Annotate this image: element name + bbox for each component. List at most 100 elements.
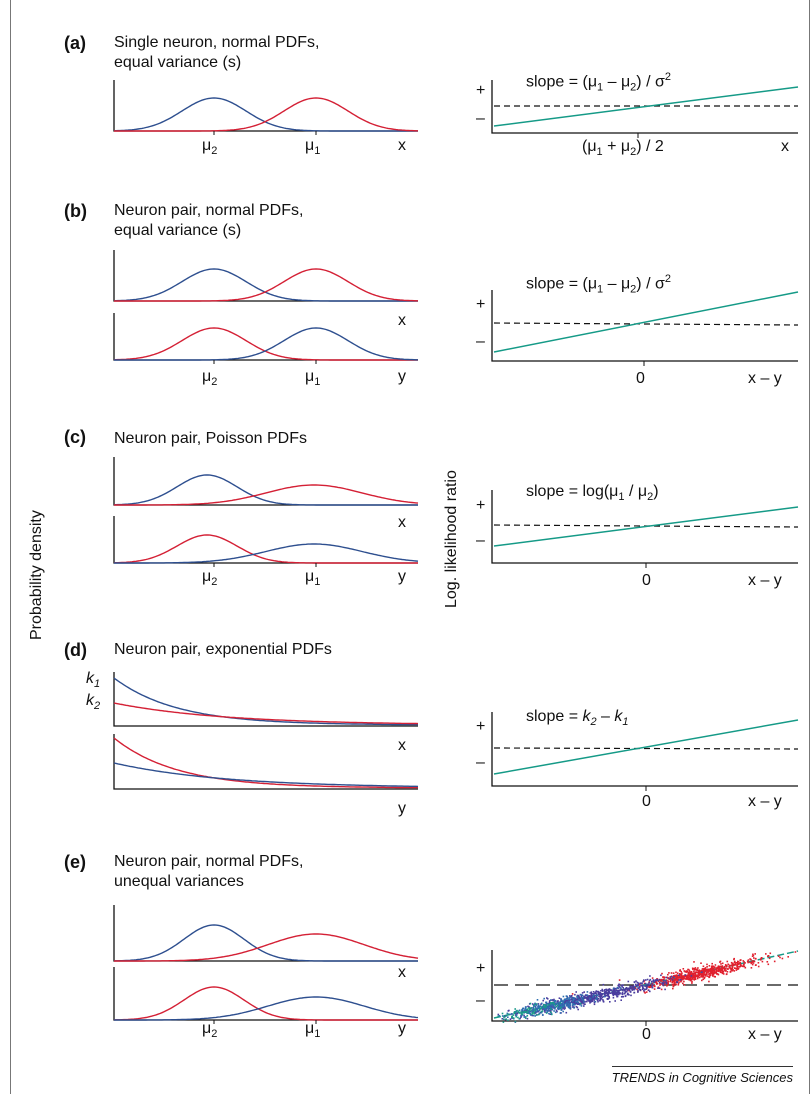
scatter-point (573, 997, 575, 999)
scatter-point (671, 981, 673, 984)
scatter-point (560, 1008, 563, 1010)
scatter-point (515, 1015, 517, 1018)
scatter-point (566, 1001, 568, 1003)
scatter-point (624, 987, 627, 990)
scatter-point (721, 971, 723, 973)
scatter-point (633, 981, 636, 984)
scatter-point (713, 969, 716, 971)
scatter-point (724, 970, 727, 972)
scatter-point (572, 999, 574, 1002)
scatter-point (757, 962, 760, 964)
scatter-point (662, 984, 665, 987)
scatter-point (646, 983, 649, 986)
scatter-point (750, 958, 752, 961)
scatter-point (691, 973, 693, 975)
scatter-point (509, 1013, 511, 1016)
scatter-point (678, 981, 680, 983)
scatter-point (691, 967, 694, 970)
scatter-point (708, 975, 710, 978)
scatter-point (608, 997, 611, 999)
scatter-point (634, 983, 637, 986)
scatter-point (603, 989, 606, 992)
scatter-point (546, 1007, 549, 1009)
scatter-point (754, 957, 757, 960)
scatter-point (732, 962, 734, 965)
scatter-point (617, 987, 620, 989)
scatter-point (543, 1004, 546, 1006)
scatter-point (676, 972, 679, 974)
scatter-point (591, 995, 593, 997)
scatter-point (613, 988, 616, 991)
scatter-point (537, 1004, 540, 1007)
scatter-point (689, 975, 691, 977)
scatter-point (583, 997, 586, 999)
scatter-point (694, 978, 697, 980)
scatter-point (534, 1012, 537, 1014)
scatter-point (550, 1008, 552, 1010)
scatter-point (639, 982, 642, 984)
scatter-point (520, 1013, 523, 1015)
scatter-point (576, 994, 579, 997)
scatter-point (601, 993, 603, 995)
scatter-point (679, 976, 682, 979)
scatter-point (721, 968, 724, 971)
scatter-point (555, 1005, 557, 1008)
scatter-point (543, 997, 545, 1000)
scatter-point (755, 964, 757, 966)
scatter-point (546, 1003, 549, 1005)
scatter-point (613, 990, 615, 992)
scatter-point (676, 978, 678, 980)
scatter-point (677, 982, 680, 985)
scatter-point (689, 973, 692, 975)
journal-credit: TRENDS in Cognitive Sciences (611, 1066, 793, 1085)
scatter-point (708, 980, 710, 983)
scatter-point (660, 988, 663, 991)
scatter-point (702, 965, 705, 968)
scatter-point (538, 1007, 540, 1009)
scatter-point (579, 1000, 581, 1002)
scatter-point (716, 970, 719, 972)
scatter-point (781, 957, 784, 960)
scatter-point (593, 1001, 596, 1004)
scatter-point (761, 957, 763, 959)
scatter-point (708, 973, 711, 975)
scatter-point (570, 999, 573, 1001)
scatter-point (597, 997, 600, 1000)
scatter-point (571, 995, 573, 997)
panel-b-slope-text: slope = (μ1 – μ2) / σ2 (526, 273, 671, 296)
scatter-point (673, 981, 676, 983)
scatter-point (614, 992, 617, 994)
scatter-point (637, 984, 639, 987)
scatter-point (576, 995, 578, 998)
scatter-point (744, 962, 746, 964)
scatter-point (604, 991, 606, 993)
scatter-point (551, 999, 554, 1001)
scatter-point (635, 985, 637, 987)
scatter-point (700, 970, 703, 973)
panel-d-y-k2-curve (113, 762, 419, 788)
scatter-point (502, 1021, 505, 1023)
panel-c-title-line1: Neuron pair, Poisson PDFs (114, 430, 307, 447)
scatter-point (630, 994, 632, 997)
scatter-point (704, 973, 707, 976)
scatter-point (582, 1002, 585, 1004)
scatter-point (662, 978, 664, 981)
scatter-point (607, 989, 610, 992)
scatter-point (733, 957, 735, 960)
scatter-point (564, 998, 567, 1001)
scatter-point (538, 1008, 541, 1011)
scatter-point (631, 986, 633, 989)
scatter-point (669, 980, 671, 983)
scatter-point (552, 1006, 554, 1008)
scatter-point (586, 991, 589, 993)
scatter-point (532, 1006, 535, 1009)
scatter-point (520, 1015, 523, 1017)
panel-a-title-line2: equal variance (s) (114, 54, 242, 71)
scatter-point (515, 1014, 517, 1016)
panel-c-bottom-axes (113, 516, 418, 564)
panel-e-plus-tick: + (476, 960, 486, 977)
scatter-point (736, 962, 738, 964)
scatter-point (568, 1007, 571, 1009)
scatter-point (535, 1003, 538, 1005)
scatter-point (701, 968, 704, 970)
